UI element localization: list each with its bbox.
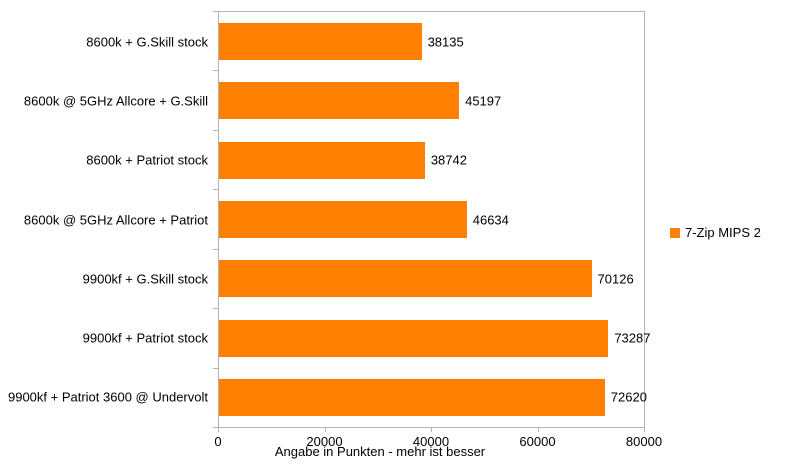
category-label: 8600k @ 5GHz Allcore + Patriot	[23, 212, 208, 227]
bar	[219, 23, 422, 61]
y-tick	[213, 11, 218, 12]
y-tick	[213, 427, 218, 428]
category-label: 8600k + Patriot stock	[86, 152, 208, 168]
bar-value-label: 38135	[427, 34, 464, 50]
category-label: 9900kf + Patriot stock	[82, 330, 208, 346]
bar-value-label: 46634	[472, 212, 509, 227]
bar	[219, 82, 460, 120]
plot-area: 38135 45197 38742 46634 70126 73287 72620	[218, 11, 650, 428]
category-label: 8600k + G.Skill stock	[86, 34, 208, 50]
x-tick-label: 80000	[625, 434, 663, 449]
y-tick	[213, 129, 218, 131]
y-tick	[213, 70, 218, 72]
y-tick	[213, 189, 218, 191]
x-tick	[324, 428, 326, 432]
legend-label: 7-Zip MIPS 2	[685, 225, 761, 240]
category-label: 9900kf + G.Skill stock	[82, 271, 208, 287]
x-tick-label: 60000	[519, 434, 556, 449]
bar	[219, 201, 467, 238]
x-tick-label: 0	[214, 434, 222, 449]
x-tick	[644, 428, 645, 432]
category-label: 9900kf + Patriot 3600 @ Undervolt	[7, 389, 208, 405]
x-tick	[431, 428, 432, 432]
x-tick-label: 20000	[306, 434, 343, 449]
bar-value-label: 45197	[465, 93, 502, 109]
bar-value-label: 70126	[597, 271, 634, 287]
bar	[219, 378, 605, 416]
category-label: 8600k @ 5GHz Allcore + G.Skill	[23, 93, 208, 109]
y-tick	[213, 308, 218, 310]
bar-value-label: 72620	[610, 389, 647, 405]
bar-value-label: 38742	[430, 152, 467, 168]
y-tick	[213, 367, 218, 369]
category-axis-labels: 8600k + G.Skill stock 8600k @ 5GHz Allcor…	[0, 11, 208, 428]
legend: 7-Zip MIPS 2	[670, 225, 761, 240]
x-tick-label: 40000	[412, 434, 450, 449]
y-tick	[213, 248, 218, 250]
bar	[219, 319, 609, 357]
bar-value-label: 73287	[614, 330, 651, 346]
x-tick	[218, 428, 219, 432]
x-tick	[537, 428, 539, 432]
bar	[219, 260, 592, 298]
x-axis-title: Angabe in Punkten - mehr ist besser	[274, 444, 486, 459]
bar	[219, 141, 425, 179]
legend-swatch-icon	[670, 227, 680, 238]
